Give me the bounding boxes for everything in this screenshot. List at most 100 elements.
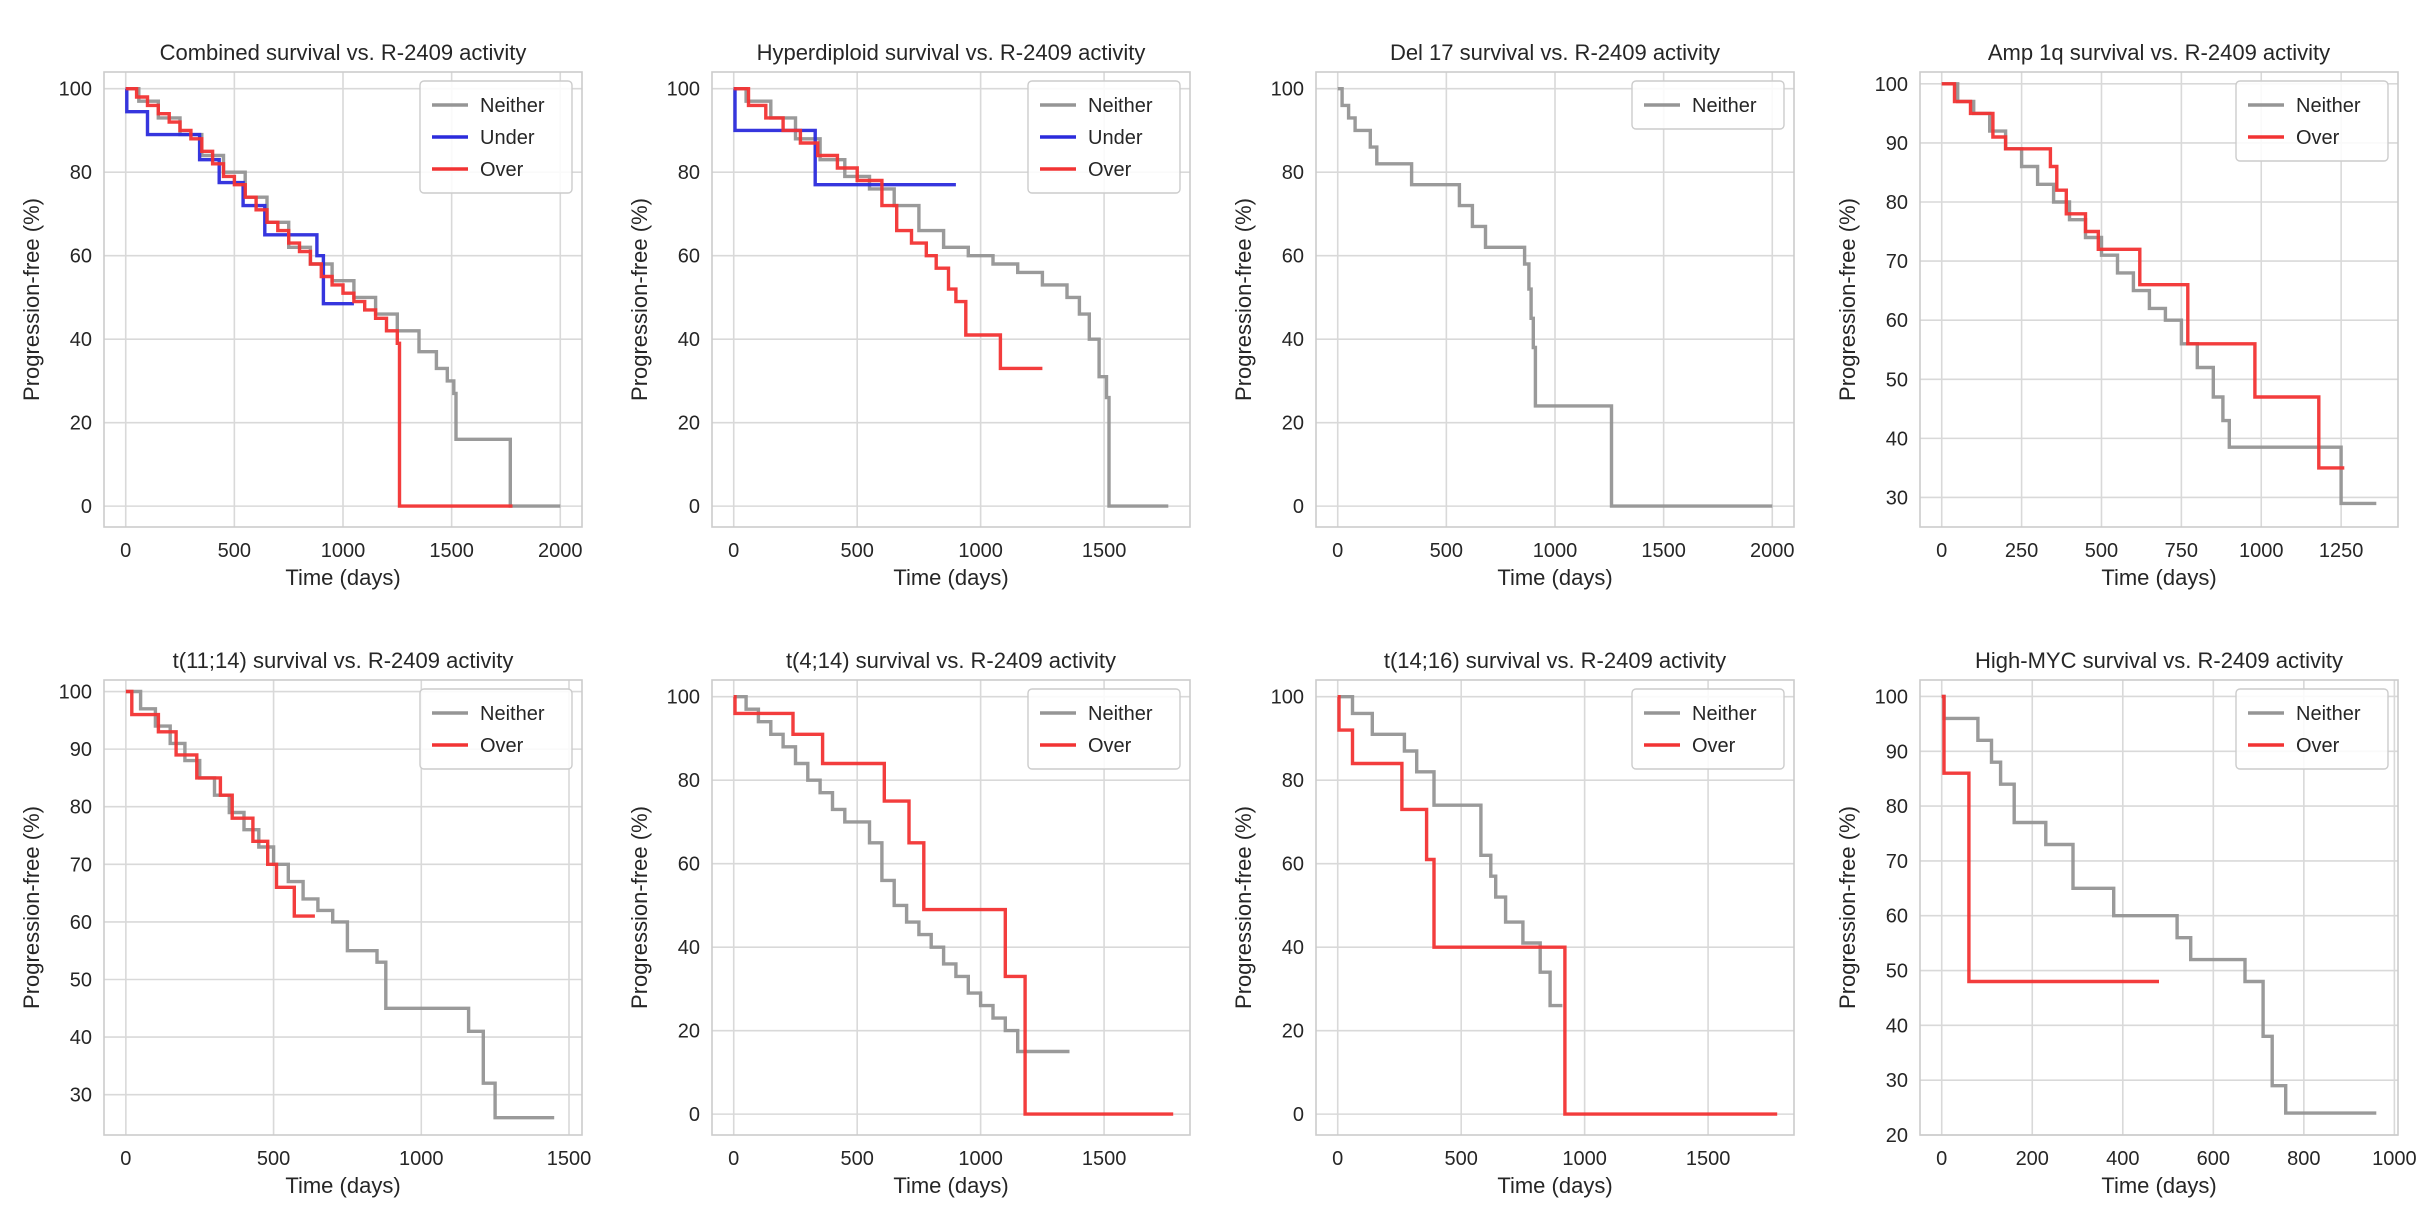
y-tick-label: 60 bbox=[1282, 854, 1304, 876]
plot-frame bbox=[1315, 679, 1795, 1136]
y-axis-label: Progression-free (%) bbox=[1231, 198, 1256, 401]
chart-title: t(4;14) survival vs. R-2409 activity bbox=[786, 648, 1116, 673]
y-tick-label: 40 bbox=[678, 937, 700, 959]
series-line-neither bbox=[1337, 695, 1563, 1008]
x-tick-label: 800 bbox=[2287, 1148, 2320, 1170]
legend-entry: Neither bbox=[480, 95, 545, 117]
y-axis-label: Progression-free (%) bbox=[627, 198, 652, 401]
x-axis-label: Time (days) bbox=[893, 565, 1008, 590]
y-tick-label: 30 bbox=[1886, 1070, 1908, 1092]
plot-frame bbox=[711, 679, 1191, 1136]
y-tick-label: 90 bbox=[1886, 741, 1908, 763]
series-line-under bbox=[125, 87, 354, 306]
y-axis-label: Progression-free (%) bbox=[627, 806, 652, 1009]
y-tick-label: 40 bbox=[1886, 1015, 1908, 1037]
y-axis-label: Progression-free (%) bbox=[1835, 806, 1860, 1009]
y-tick-label: 60 bbox=[70, 912, 92, 934]
legend: Neither Over bbox=[1631, 688, 1785, 770]
y-tick-label: 20 bbox=[1282, 413, 1304, 435]
legend-entry: Neither bbox=[1692, 703, 1757, 725]
y-tick-label: 90 bbox=[1886, 133, 1908, 155]
x-tick-label: 1500 bbox=[1082, 540, 1127, 562]
legend-entry: Over bbox=[480, 735, 524, 757]
y-tick-label: 80 bbox=[1282, 770, 1304, 792]
x-tick-label: 400 bbox=[2106, 1148, 2139, 1170]
plot-frame bbox=[1919, 71, 2399, 528]
chart-panel-8: 0 200 400 600 800 1000 20 30 40 50 60 70 80 90 100 High… bbox=[1835, 648, 2417, 1198]
y-tick-label: 60 bbox=[678, 854, 700, 876]
y-axis-label: Progression-free (%) bbox=[19, 198, 44, 401]
y-tick-label: 50 bbox=[1886, 369, 1908, 391]
series-line-over bbox=[1941, 694, 2159, 984]
x-axis-label: Time (days) bbox=[285, 565, 400, 590]
series-line-neither bbox=[1941, 694, 2377, 1115]
x-tick-label: 0 bbox=[728, 540, 739, 562]
y-tick-label: 30 bbox=[1886, 487, 1908, 509]
plot-frame bbox=[103, 71, 583, 528]
legend: Neither Under Over bbox=[419, 80, 573, 194]
x-tick-label: 1000 bbox=[2372, 1148, 2417, 1170]
series-line-over bbox=[125, 87, 513, 508]
series-line-neither bbox=[1941, 82, 2377, 506]
y-tick-label: 0 bbox=[1293, 1104, 1304, 1126]
x-tick-label: 0 bbox=[1332, 1148, 1343, 1170]
y-axis-label: Progression-free (%) bbox=[19, 806, 44, 1009]
x-tick-label: 2000 bbox=[538, 540, 583, 562]
x-tick-label: 500 bbox=[1444, 1148, 1477, 1170]
legend-entry: Over bbox=[2296, 127, 2340, 149]
y-tick-label: 100 bbox=[1875, 74, 1908, 96]
legend-entry: Neither bbox=[480, 703, 545, 725]
y-tick-label: 20 bbox=[1282, 1021, 1304, 1043]
x-tick-label: 250 bbox=[2005, 540, 2038, 562]
y-tick-label: 60 bbox=[1886, 906, 1908, 928]
y-tick-label: 0 bbox=[81, 496, 92, 518]
legend: Neither Over bbox=[2235, 80, 2389, 162]
x-axis-label: Time (days) bbox=[1497, 1173, 1612, 1198]
y-tick-label: 100 bbox=[1271, 687, 1304, 709]
chart-title: Combined survival vs. R-2409 activity bbox=[160, 40, 527, 65]
chart-panel-7: 0 500 1000 1500 0 20 40 60 80 100 t(14;16) surviva… bbox=[1231, 648, 1795, 1198]
y-tick-label: 80 bbox=[678, 162, 700, 184]
chart-panel-5: 0 500 1000 1500 30 40 50 60 70 80 90 100 t(11;14) su… bbox=[19, 648, 591, 1198]
x-tick-label: 500 bbox=[840, 1148, 873, 1170]
x-tick-label: 1000 bbox=[958, 540, 1003, 562]
legend-box bbox=[419, 688, 573, 770]
x-tick-label: 0 bbox=[120, 1148, 131, 1170]
chart-panel-6: 0 500 1000 1500 0 20 40 60 80 100 t(4;14) survival… bbox=[627, 648, 1191, 1198]
y-tick-label: 70 bbox=[1886, 851, 1908, 873]
y-tick-label: 30 bbox=[70, 1085, 92, 1107]
y-tick-label: 100 bbox=[1875, 686, 1908, 708]
chart-title: Hyperdiploid survival vs. R-2409 activit… bbox=[757, 40, 1146, 65]
y-tick-label: 70 bbox=[1886, 251, 1908, 273]
y-tick-label: 80 bbox=[1886, 796, 1908, 818]
chart-panel-1: 0 500 1000 1500 2000 0 20 40 60 80 100 Combined sur… bbox=[19, 40, 583, 590]
x-tick-label: 1250 bbox=[2319, 540, 2364, 562]
legend-entry: Over bbox=[1692, 735, 1736, 757]
x-tick-label: 750 bbox=[2165, 540, 2198, 562]
chart-title: Del 17 survival vs. R-2409 activity bbox=[1390, 40, 1720, 65]
y-tick-label: 80 bbox=[1282, 162, 1304, 184]
legend: Neither Under Over bbox=[1027, 80, 1181, 194]
legend: Neither Over bbox=[1027, 688, 1181, 770]
series-line-over bbox=[1941, 82, 2345, 470]
x-tick-label: 1000 bbox=[1533, 540, 1578, 562]
legend-entry: Under bbox=[1088, 127, 1143, 149]
y-tick-label: 80 bbox=[70, 162, 92, 184]
series-line-neither bbox=[1337, 87, 1773, 508]
y-axis-label: Progression-free (%) bbox=[1231, 806, 1256, 1009]
series-line-neither bbox=[125, 689, 555, 1120]
legend-entry: Under bbox=[480, 127, 535, 149]
y-tick-label: 0 bbox=[689, 1104, 700, 1126]
y-tick-label: 40 bbox=[70, 329, 92, 351]
y-tick-label: 20 bbox=[678, 413, 700, 435]
y-tick-label: 100 bbox=[59, 79, 92, 101]
series-line-over bbox=[1337, 695, 1778, 1116]
x-axis-label: Time (days) bbox=[1497, 565, 1612, 590]
legend-box bbox=[1631, 80, 1785, 130]
y-tick-label: 40 bbox=[1282, 937, 1304, 959]
x-tick-label: 200 bbox=[2016, 1148, 2049, 1170]
y-tick-label: 40 bbox=[70, 1027, 92, 1049]
plot-frame bbox=[1315, 71, 1795, 528]
x-tick-label: 0 bbox=[1936, 540, 1947, 562]
